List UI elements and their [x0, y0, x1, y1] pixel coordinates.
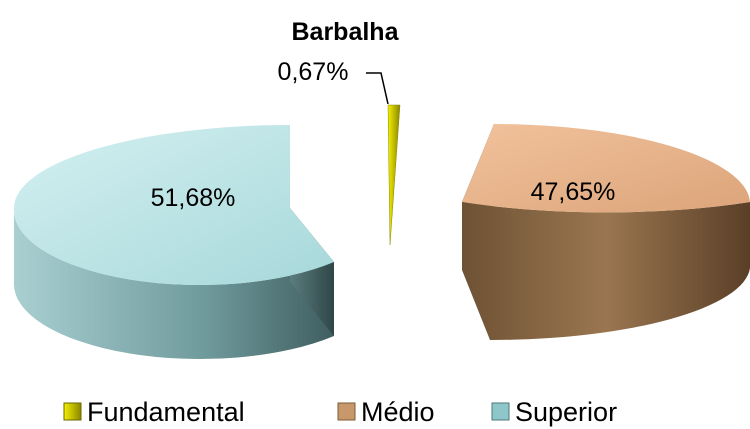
- legend-swatch-medio: [338, 403, 355, 420]
- slice-medio: [462, 124, 750, 340]
- legend: Fundamental Médio Superior: [64, 397, 617, 427]
- data-label-superior: 51,68%: [151, 184, 236, 212]
- data-label-fundamental: 0,67%: [278, 58, 349, 86]
- legend-label-fundamental: Fundamental: [87, 397, 245, 427]
- slice-medio-side: [462, 202, 750, 340]
- slice-fundamental-sliver: [388, 105, 400, 245]
- legend-item-superior: Superior: [492, 397, 617, 427]
- legend-item-medio: Médio: [338, 397, 435, 427]
- legend-item-fundamental: Fundamental: [64, 397, 245, 427]
- legend-swatch-fundamental: [64, 403, 81, 420]
- data-label-medio: 47,65%: [531, 178, 616, 206]
- legend-label-superior: Superior: [515, 397, 617, 427]
- fundamental-leader-line: [366, 73, 388, 104]
- legend-swatch-superior: [492, 403, 509, 420]
- chart-title: Barbalha: [292, 18, 400, 46]
- legend-label-medio: Médio: [361, 397, 435, 427]
- slice-fundamental: [388, 105, 400, 245]
- slice-superior: [14, 125, 334, 359]
